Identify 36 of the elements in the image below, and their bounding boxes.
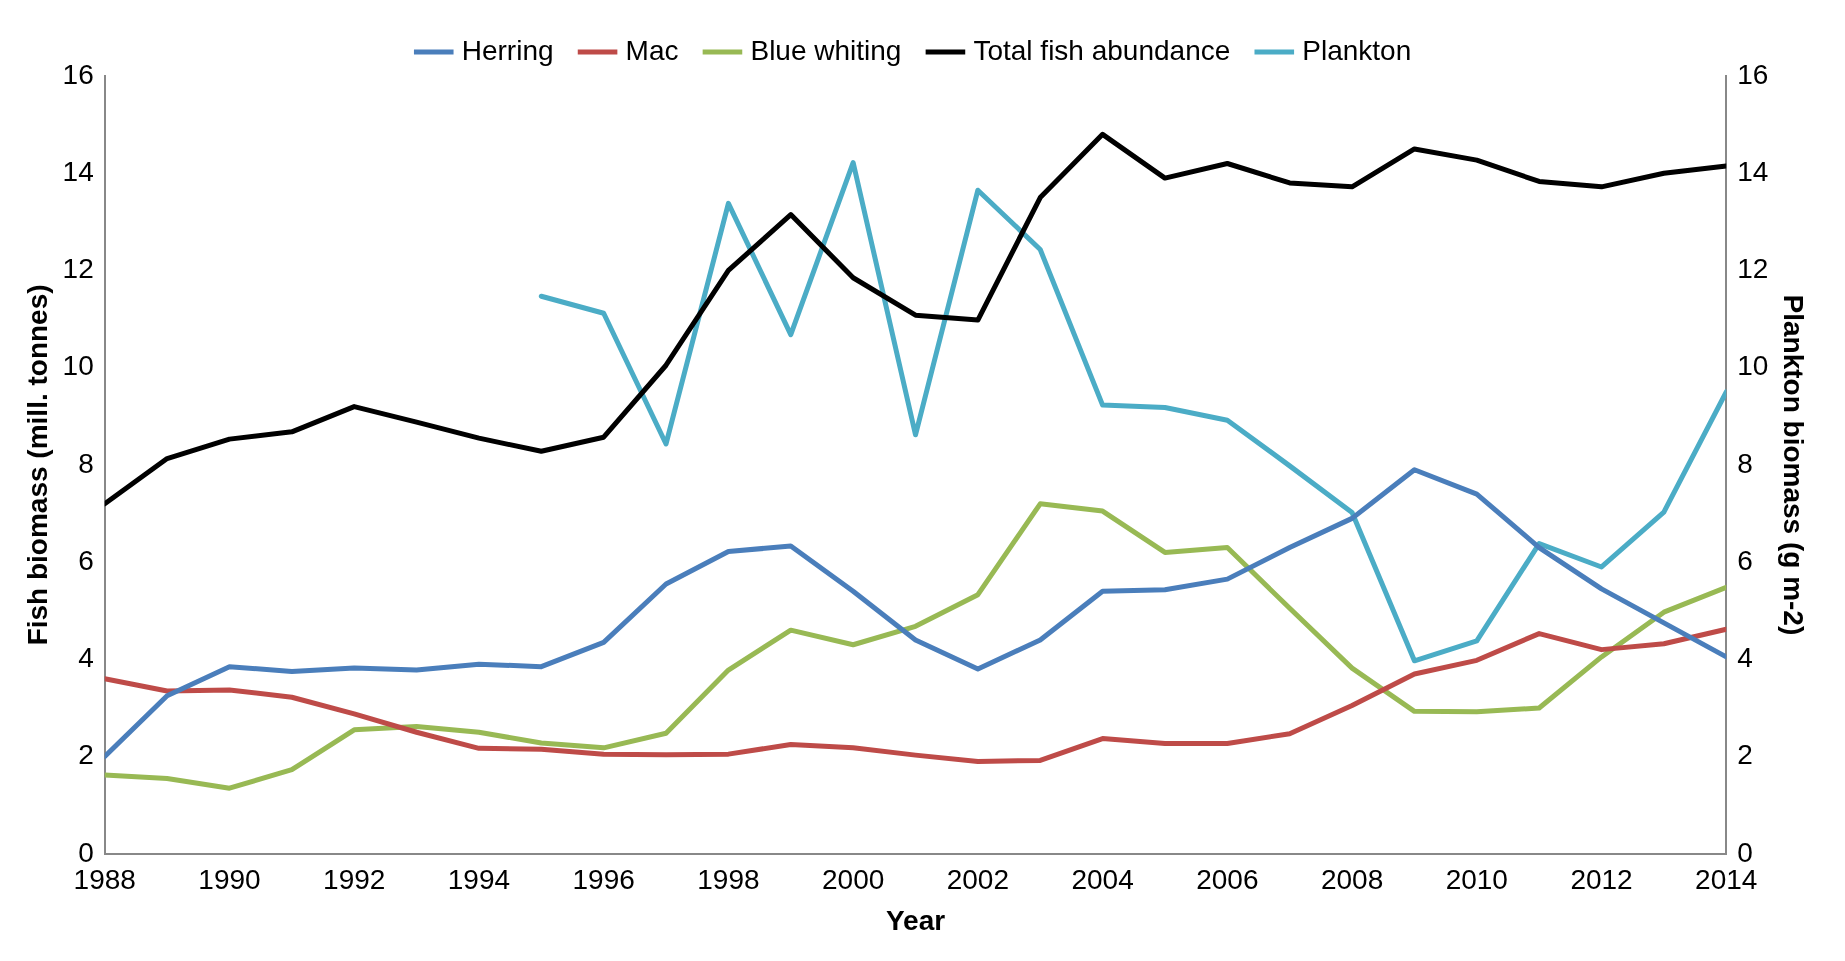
y2-tick-label: 16 xyxy=(1737,58,1769,90)
x-tick-label: 2012 xyxy=(1570,864,1633,896)
y-tick-label: 12 xyxy=(62,253,94,285)
legend-label: Total fish abundance xyxy=(973,34,1231,66)
x-tick-label: 1998 xyxy=(697,864,760,896)
y-tick-label: 4 xyxy=(78,642,94,674)
legend-label: Mac xyxy=(625,34,679,66)
y-tick-label: 10 xyxy=(62,350,94,382)
x-tick-label: 2006 xyxy=(1196,864,1259,896)
x-tick-label: 2000 xyxy=(821,864,885,896)
x-tick-label: 2010 xyxy=(1445,864,1508,896)
y2-axis-title: Plankton biomass (g m-2) xyxy=(1778,294,1810,636)
legend-label: Plankton xyxy=(1302,34,1412,66)
x-tick-label: 1996 xyxy=(572,864,635,896)
x-tick-label: 2004 xyxy=(1071,864,1134,896)
y2-tick-label: 10 xyxy=(1737,350,1769,382)
y2-tick-label: 2 xyxy=(1737,739,1753,771)
y2-tick-label: 14 xyxy=(1737,155,1769,187)
y-axis-title: Fish biomass (mill. tonnes) xyxy=(21,284,53,646)
x-tick-label: 2002 xyxy=(946,864,1010,896)
legend-label: Blue whiting xyxy=(750,34,902,66)
x-tick-label: 1994 xyxy=(447,864,511,896)
x-tick-label: 1990 xyxy=(198,864,261,896)
y2-tick-label: 6 xyxy=(1737,544,1753,576)
y2-tick-label: 8 xyxy=(1737,447,1753,479)
x-tick-label: 2008 xyxy=(1320,864,1384,896)
x-tick-label: 1992 xyxy=(323,864,386,896)
y2-tick-label: 12 xyxy=(1737,253,1769,285)
y-tick-label: 14 xyxy=(62,155,94,187)
y-tick-label: 8 xyxy=(78,447,94,479)
y-tick-label: 2 xyxy=(78,739,94,771)
y2-tick-label: 4 xyxy=(1737,642,1753,674)
y-tick-label: 6 xyxy=(78,544,94,576)
x-axis-title: Year xyxy=(885,904,946,936)
y-tick-label: 16 xyxy=(62,58,94,90)
legend-label: Herring xyxy=(461,34,554,66)
